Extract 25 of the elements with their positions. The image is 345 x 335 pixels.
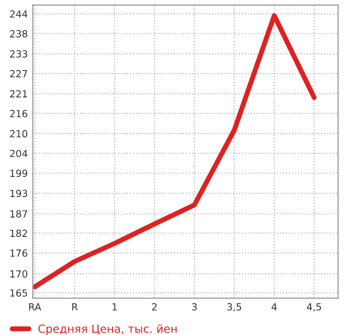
line-series bbox=[32, 13, 317, 290]
legend-label: Средняя Цена, тыс. йен bbox=[38, 324, 177, 335]
y-tick-label: 187 bbox=[10, 210, 28, 218]
y-tick-label: 193 bbox=[10, 190, 28, 198]
y-tick-label: 165 bbox=[10, 289, 28, 297]
x-tick-label: R bbox=[72, 303, 78, 310]
x-tick-label: RA bbox=[29, 303, 42, 310]
y-tick-label: 170 bbox=[10, 270, 28, 278]
y-tick-label: 227 bbox=[10, 70, 28, 78]
y-tick-label: 221 bbox=[10, 90, 28, 98]
y-tick-label: 204 bbox=[10, 150, 28, 158]
y-tick-label: 176 bbox=[10, 249, 28, 257]
x-tick-label: 3 bbox=[192, 303, 197, 311]
y-tick-label: 210 bbox=[10, 130, 28, 138]
x-tick-label: 1 bbox=[112, 303, 117, 310]
y-tick-label: 244 bbox=[10, 10, 28, 18]
y-tick-label: 238 bbox=[10, 30, 28, 38]
x-tick-label: 3,5 bbox=[227, 303, 242, 312]
x-tick-label: 4 bbox=[272, 303, 277, 310]
y-tick-label: 182 bbox=[10, 230, 27, 237]
y-tick-label: 216 bbox=[10, 110, 28, 118]
x-tick-label: 2 bbox=[152, 303, 157, 310]
y-tick-label: 233 bbox=[10, 50, 28, 58]
x-tick-label: 4,5 bbox=[306, 303, 322, 312]
y-tick-label: 199 bbox=[10, 170, 28, 177]
